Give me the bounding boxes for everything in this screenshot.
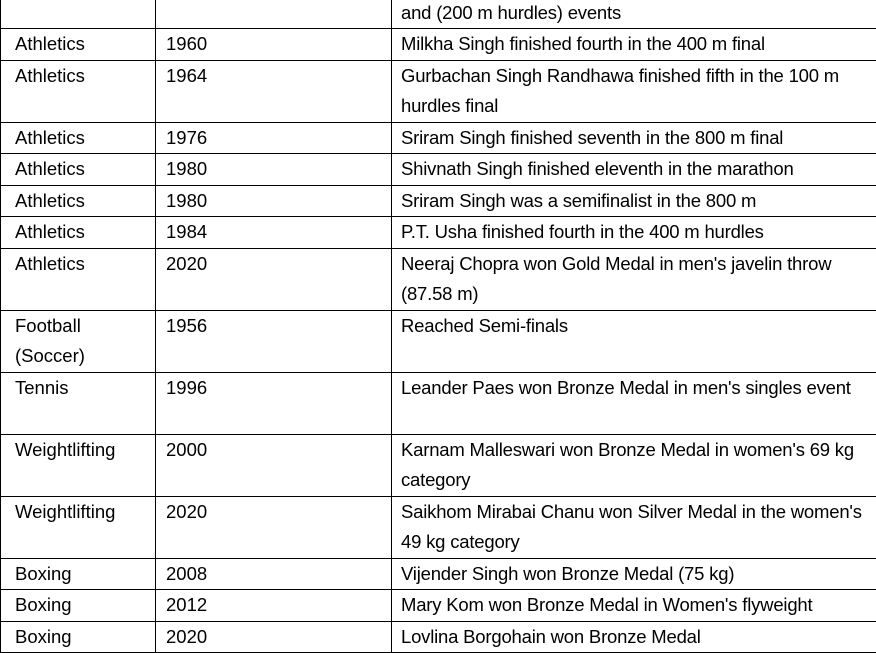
year-cell: 1996 [156, 372, 392, 434]
table-row: Athletics 1976 Sriram Singh finished sev… [1, 122, 876, 154]
sport-cell: Football (Soccer) [1, 310, 156, 372]
table-row: Athletics 1984 P.T. Usha finished fourth… [1, 217, 876, 249]
sport-cell [1, 0, 156, 29]
sport-cell: Weightlifting [1, 434, 156, 496]
sport-cell: Athletics [1, 185, 156, 217]
description-cell: Saikhom Mirabai Chanu won Silver Medal i… [392, 496, 876, 558]
sport-cell: Athletics [1, 29, 156, 61]
sport-cell: Tennis [1, 372, 156, 434]
table-row: Boxing 2012 Mary Kom won Bronze Medal in… [1, 590, 876, 622]
description-cell: Reached Semi-finals [392, 310, 876, 372]
sport-cell: Athletics [1, 60, 156, 122]
table-row: Weightlifting 2000 Karnam Malleswari won… [1, 434, 876, 496]
year-cell: 1976 [156, 122, 392, 154]
sport-cell: Weightlifting [1, 496, 156, 558]
description-cell: Gurbachan Singh Randhawa finished fifth … [392, 60, 876, 122]
table-row: and (200 m hurdles) events [1, 0, 876, 29]
year-cell: 1980 [156, 185, 392, 217]
sport-cell: Boxing [1, 621, 156, 653]
year-cell: 1980 [156, 154, 392, 186]
table-row: Boxing 2008 Vijender Singh won Bronze Me… [1, 558, 876, 590]
sport-cell: Athletics [1, 154, 156, 186]
year-cell: 2020 [156, 496, 392, 558]
table-row: Athletics 1980 Sriram Singh was a semifi… [1, 185, 876, 217]
table-row: Football (Soccer) 1956 Reached Semi-fina… [1, 310, 876, 372]
description-cell: Leander Paes won Bronze Medal in men's s… [392, 372, 876, 434]
sport-cell: Athletics [1, 122, 156, 154]
table-row: Boxing 2020 Lovlina Borgohain won Bronze… [1, 621, 876, 653]
description-cell: Vijender Singh won Bronze Medal (75 kg) [392, 558, 876, 590]
description-cell: Mary Kom won Bronze Medal in Women's fly… [392, 590, 876, 622]
table-row: Weightlifting 2020 Saikhom Mirabai Chanu… [1, 496, 876, 558]
description-cell: Lovlina Borgohain won Bronze Medal [392, 621, 876, 653]
table-row: Tennis 1996 Leander Paes won Bronze Meda… [1, 372, 876, 434]
year-cell: 1984 [156, 217, 392, 249]
year-cell: 2012 [156, 590, 392, 622]
description-cell: and (200 m hurdles) events [392, 0, 876, 29]
year-cell: 2020 [156, 248, 392, 310]
sport-cell: Boxing [1, 558, 156, 590]
year-cell: 1956 [156, 310, 392, 372]
table-row: Athletics 1980 Shivnath Singh finished e… [1, 154, 876, 186]
sport-cell: Boxing [1, 590, 156, 622]
description-cell: Shivnath Singh finished eleventh in the … [392, 154, 876, 186]
year-cell: 2008 [156, 558, 392, 590]
description-cell: Neeraj Chopra won Gold Medal in men's ja… [392, 248, 876, 310]
description-cell: Milkha Singh finished fourth in the 400 … [392, 29, 876, 61]
table-row: Athletics 1960 Milkha Singh finished fou… [1, 29, 876, 61]
table-row: Athletics 1964 Gurbachan Singh Randhawa … [1, 60, 876, 122]
sport-cell: Athletics [1, 248, 156, 310]
table-row: Athletics 2020 Neeraj Chopra won Gold Me… [1, 248, 876, 310]
year-cell: 2020 [156, 621, 392, 653]
year-cell [156, 0, 392, 29]
description-cell: Sriram Singh was a semifinalist in the 8… [392, 185, 876, 217]
description-cell: P.T. Usha finished fourth in the 400 m h… [392, 217, 876, 249]
sport-cell: Athletics [1, 217, 156, 249]
description-cell: Sriram Singh finished seventh in the 800… [392, 122, 876, 154]
description-cell: Karnam Malleswari won Bronze Medal in wo… [392, 434, 876, 496]
year-cell: 2000 [156, 434, 392, 496]
year-cell: 1964 [156, 60, 392, 122]
year-cell: 1960 [156, 29, 392, 61]
